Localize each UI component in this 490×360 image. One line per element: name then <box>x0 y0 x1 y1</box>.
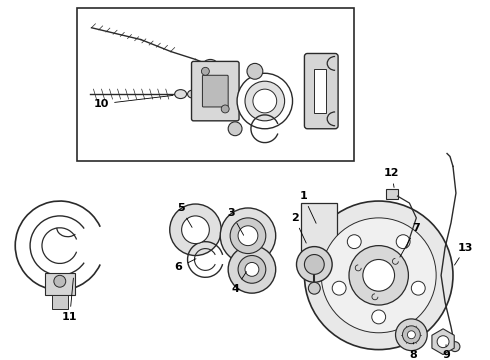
Ellipse shape <box>188 90 197 98</box>
Circle shape <box>170 204 221 256</box>
Circle shape <box>372 310 386 324</box>
Circle shape <box>245 81 285 121</box>
Text: 9: 9 <box>442 345 450 360</box>
Circle shape <box>228 122 242 136</box>
Circle shape <box>308 282 320 294</box>
FancyBboxPatch shape <box>202 75 228 107</box>
Ellipse shape <box>203 59 217 69</box>
Text: 11: 11 <box>62 278 77 322</box>
FancyBboxPatch shape <box>192 62 239 121</box>
Circle shape <box>221 105 229 113</box>
Circle shape <box>395 319 427 351</box>
Text: 13: 13 <box>455 243 473 265</box>
Circle shape <box>407 331 416 339</box>
Ellipse shape <box>174 90 187 99</box>
Circle shape <box>450 342 460 352</box>
Text: 5: 5 <box>177 203 192 228</box>
Circle shape <box>230 218 266 253</box>
Bar <box>314 69 326 113</box>
Circle shape <box>237 73 293 129</box>
Circle shape <box>296 247 332 282</box>
Circle shape <box>238 226 258 246</box>
Ellipse shape <box>198 91 206 98</box>
Circle shape <box>228 246 276 293</box>
Bar <box>52 295 68 309</box>
Circle shape <box>363 260 394 291</box>
Circle shape <box>238 256 266 283</box>
Circle shape <box>220 208 276 264</box>
Circle shape <box>437 336 449 348</box>
Circle shape <box>349 246 408 305</box>
Text: 1: 1 <box>299 191 316 223</box>
Text: 8: 8 <box>410 342 417 360</box>
Bar <box>76 8 354 161</box>
Text: 2: 2 <box>291 213 306 243</box>
Circle shape <box>245 262 259 276</box>
Circle shape <box>321 218 436 333</box>
Circle shape <box>411 281 425 295</box>
Bar <box>386 189 397 199</box>
Circle shape <box>347 235 361 249</box>
Text: 12: 12 <box>384 168 399 188</box>
Circle shape <box>396 235 410 249</box>
FancyBboxPatch shape <box>304 54 338 129</box>
Circle shape <box>54 275 66 287</box>
Text: 6: 6 <box>175 259 196 273</box>
Circle shape <box>402 326 420 344</box>
Circle shape <box>332 281 346 295</box>
Circle shape <box>182 216 209 244</box>
Bar <box>301 203 337 257</box>
Text: 10: 10 <box>94 95 173 109</box>
Text: 3: 3 <box>227 208 244 235</box>
Circle shape <box>247 63 263 79</box>
Circle shape <box>304 201 453 350</box>
Circle shape <box>201 67 209 75</box>
Circle shape <box>253 89 277 113</box>
Circle shape <box>304 255 324 274</box>
Text: 4: 4 <box>231 272 246 294</box>
Bar <box>45 273 74 295</box>
Text: 7: 7 <box>400 223 420 257</box>
